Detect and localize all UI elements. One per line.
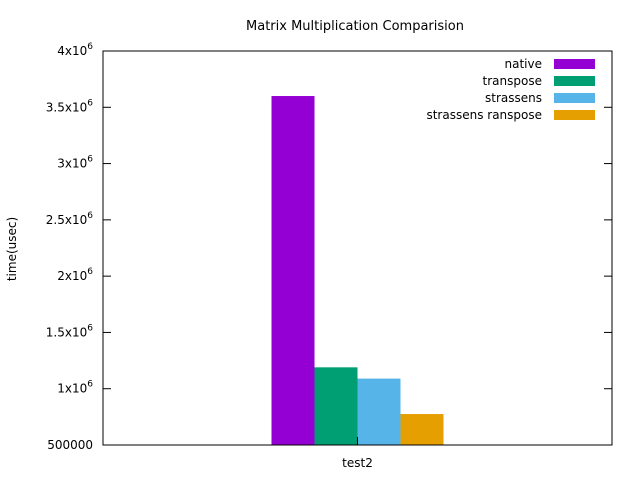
y-axis-label: time(usec) xyxy=(5,217,19,281)
legend-label-3: strassens xyxy=(485,91,542,105)
x-tick-label: test2 xyxy=(342,456,373,470)
legend-swatch-1 xyxy=(554,59,595,69)
bar-4 xyxy=(400,414,444,445)
x-axis-tick-labels: test2 xyxy=(342,437,373,470)
legend-label-4: strassens ranspose xyxy=(426,108,542,122)
legend-swatch-4 xyxy=(554,110,595,120)
y-tick-label: 3.5x106 xyxy=(46,98,93,114)
legend-label-2: transpose xyxy=(483,74,542,88)
y-tick-label: 3x106 xyxy=(57,155,93,171)
legend-swatch-3 xyxy=(554,93,595,103)
legend-label-1: native xyxy=(505,57,542,71)
y-tick-label: 4x106 xyxy=(57,42,93,58)
chart-title: Matrix Multiplication Comparision xyxy=(246,19,464,34)
y-tick-label: 1x106 xyxy=(57,380,93,396)
bar-3 xyxy=(357,378,401,445)
bar-2 xyxy=(314,367,358,445)
plot-area xyxy=(102,50,613,446)
legend: native transpose strassens strassens ranspo… xyxy=(426,57,595,122)
y-axis-ticks: 500000 1x106 1.5x106 2x106 2.5x106 3x106 3.5x1… xyxy=(46,42,612,452)
legend-swatch-2 xyxy=(554,76,595,86)
y-tick-label: 2.5x106 xyxy=(46,211,93,227)
y-tick-label: 500000 xyxy=(47,438,93,452)
y-tick-label: 2x106 xyxy=(57,267,93,283)
bar-1 xyxy=(271,96,315,446)
y-tick-label: 1.5x106 xyxy=(46,323,93,339)
